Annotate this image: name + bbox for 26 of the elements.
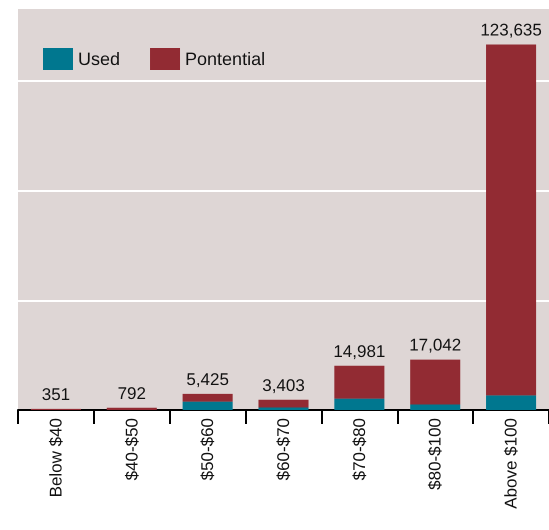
x-tick-label: $70-$80	[350, 418, 369, 480]
bar	[258, 400, 309, 408]
bar	[410, 360, 460, 405]
x-tick-label: Below $40	[46, 418, 66, 498]
bar	[410, 404, 460, 410]
annotation: 123,635	[480, 20, 542, 40]
annotation: 792	[118, 384, 146, 403]
legend-label: Pontential	[185, 49, 266, 69]
x-tick-label: $80-$100	[426, 418, 445, 490]
x-tick-label: $40-$50	[122, 418, 142, 480]
bar	[334, 366, 384, 399]
bar	[182, 394, 233, 402]
annotation: 351	[42, 384, 70, 404]
x-tick-label: $50-$60	[198, 418, 218, 480]
legend-label: Used	[78, 49, 120, 69]
annotation: 17,042	[409, 336, 462, 355]
x-tick-label: Above $100	[502, 418, 521, 509]
bar	[486, 44, 536, 396]
annotation: 3,403	[262, 376, 305, 395]
bar	[258, 407, 309, 410]
bar	[486, 395, 536, 410]
bar	[334, 398, 384, 410]
annotation: 14,981	[333, 342, 386, 361]
annotation: 5,425	[186, 370, 229, 389]
x-tick-label: $60-$70	[274, 418, 293, 480]
bar	[182, 402, 233, 410]
